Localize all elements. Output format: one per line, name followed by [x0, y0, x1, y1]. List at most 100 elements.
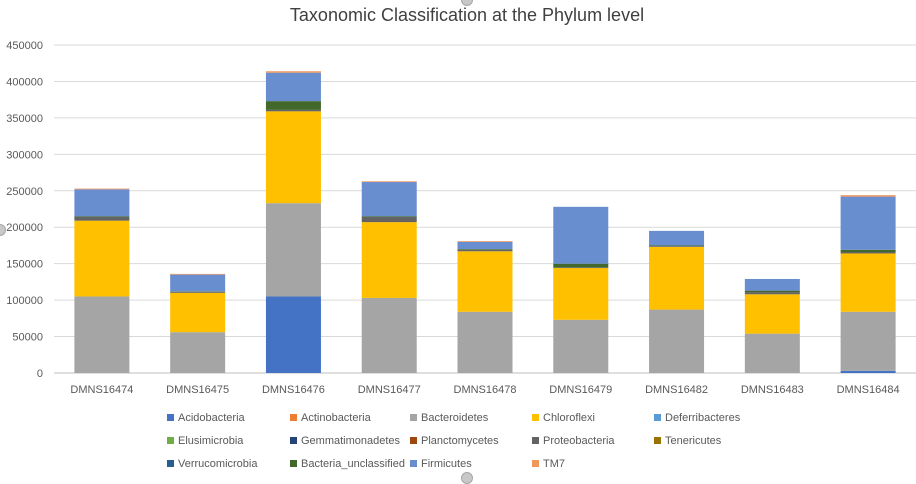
bar-segment-proteobacteria [458, 250, 513, 251]
bar-segment-tm7 [458, 241, 513, 242]
legend-label: Verrucomicrobia [178, 458, 258, 470]
y-tick-label: 50000 [12, 332, 43, 344]
x-tick-label: DMNS16484 [837, 384, 900, 396]
bar-segment-tm7 [362, 181, 417, 182]
bar-segment-tm7 [74, 189, 129, 190]
legend-swatch [290, 437, 297, 444]
bar-segment-firmicutes [266, 73, 321, 101]
legend-swatch [167, 414, 174, 421]
legend-label: Actinobacteria [301, 412, 372, 424]
bar-segment-proteobacteria [553, 267, 608, 268]
bar-segment-chloroflexi [553, 268, 608, 320]
legend-item: Bacteria_unclassified [290, 458, 405, 470]
x-tick-label: DMNS16475 [166, 384, 229, 396]
legend-label: Deferribacteres [665, 412, 741, 424]
x-tick-label: DMNS16476 [262, 384, 325, 396]
y-axis-tick-labels: 0500001000001500002000002500003000003500… [6, 40, 43, 380]
legend-swatch [167, 437, 174, 444]
bar-segment-bacteroidetes [170, 332, 225, 373]
bar-stack-dmns16476 [266, 71, 321, 373]
bar-segment-firmicutes [553, 207, 608, 264]
bar-segment-chloroflexi [649, 247, 704, 310]
bar-segment-chloroflexi [841, 253, 896, 311]
bar-segment-proteobacteria [649, 246, 704, 247]
bar-segment-proteobacteria [266, 110, 321, 111]
legend-label: Proteobacteria [543, 435, 615, 447]
bar-segment-chloroflexi [745, 294, 800, 333]
legend-label: Bacteria_unclassified [301, 458, 405, 470]
legend-item: Deferribacteres [654, 412, 741, 424]
legend-swatch [654, 437, 661, 444]
legend-swatch [532, 414, 539, 421]
x-tick-label: DMNS16479 [549, 384, 612, 396]
legend: Acidobacteria Actinobacteria Bacteroidetes… [167, 412, 741, 470]
legend-item: Elusimicrobia [167, 435, 244, 447]
bar-segment-bacteroidetes [745, 334, 800, 373]
legend-swatch [410, 437, 417, 444]
y-tick-label: 0 [37, 368, 43, 380]
bar-segment-bacteria-unclassified [745, 291, 800, 292]
bar-segment-bacteroidetes [362, 298, 417, 373]
bar-segment-tm7 [266, 71, 321, 72]
bar-segment-firmicutes [74, 189, 129, 216]
bar-segment-acidobacteria [841, 371, 896, 373]
bar-segment-bacteria-unclassified [458, 249, 513, 250]
x-tick-label: DMNS16478 [454, 384, 517, 396]
legend-item: Firmicutes [410, 458, 472, 470]
legend-swatch [290, 460, 297, 467]
bar-segment-bacteroidetes [74, 296, 129, 373]
bar-segment-bacteria-unclassified [649, 245, 704, 246]
bar-segment-bacteria-unclassified [74, 216, 129, 217]
y-tick-label: 200000 [6, 222, 43, 234]
bar-segment-bacteria-unclassified [553, 264, 608, 268]
bar-segment-acidobacteria [266, 296, 321, 373]
bar-segment-proteobacteria [745, 292, 800, 294]
legend-label: Elusimicrobia [178, 435, 244, 447]
y-tick-label: 100000 [6, 295, 43, 307]
bar-segment-tm7 [841, 195, 896, 196]
y-tick-label: 350000 [6, 113, 43, 125]
x-tick-label: DMNS16477 [358, 384, 421, 396]
legend-label: Chloroflexi [543, 412, 595, 424]
bar-stack-dmns16475 [170, 274, 225, 373]
bar-stack-dmns16474 [74, 189, 129, 373]
bar-segment-bacteria-unclassified [266, 101, 321, 110]
bar-stack-dmns16477 [362, 181, 417, 373]
bar-segment-proteobacteria [841, 252, 896, 253]
bar-segment-bacteria-unclassified [841, 250, 896, 252]
legend-swatch [532, 437, 539, 444]
resize-handle-bottom[interactable] [461, 472, 473, 484]
bar-segment-bacteroidetes [458, 312, 513, 373]
x-tick-label: DMNS16482 [645, 384, 708, 396]
legend-label: Firmicutes [421, 458, 472, 470]
legend-item: Planctomycetes [410, 435, 499, 447]
legend-item: Bacteroidetes [410, 412, 489, 424]
bar-stack-dmns16478 [458, 241, 513, 373]
bar-segment-firmicutes [841, 197, 896, 250]
legend-label: Planctomycetes [421, 435, 499, 447]
bar-segment-firmicutes [362, 182, 417, 216]
bar-segment-proteobacteria [74, 217, 129, 221]
y-tick-label: 450000 [6, 40, 43, 52]
x-tick-label: DMNS16474 [70, 384, 133, 396]
bar-segment-chloroflexi [170, 293, 225, 332]
legend-swatch [654, 414, 661, 421]
bar-segment-chloroflexi [362, 222, 417, 298]
legend-item: Acidobacteria [167, 412, 246, 424]
stacked-bars [74, 71, 895, 373]
legend-item: Gemmatimonadetes [290, 435, 401, 447]
legend-swatch [410, 460, 417, 467]
bar-segment-firmicutes [745, 279, 800, 291]
y-tick-label: 250000 [6, 186, 43, 198]
bar-stack-dmns16484 [841, 195, 896, 373]
y-tick-label: 150000 [6, 259, 43, 271]
bar-segment-bacteroidetes [266, 203, 321, 296]
legend-swatch [410, 414, 417, 421]
legend-label: Gemmatimonadetes [301, 435, 401, 447]
legend-swatch [532, 460, 539, 467]
bar-stack-dmns16479 [553, 207, 608, 373]
bar-segment-tm7 [170, 274, 225, 275]
legend-item: Proteobacteria [532, 435, 615, 447]
